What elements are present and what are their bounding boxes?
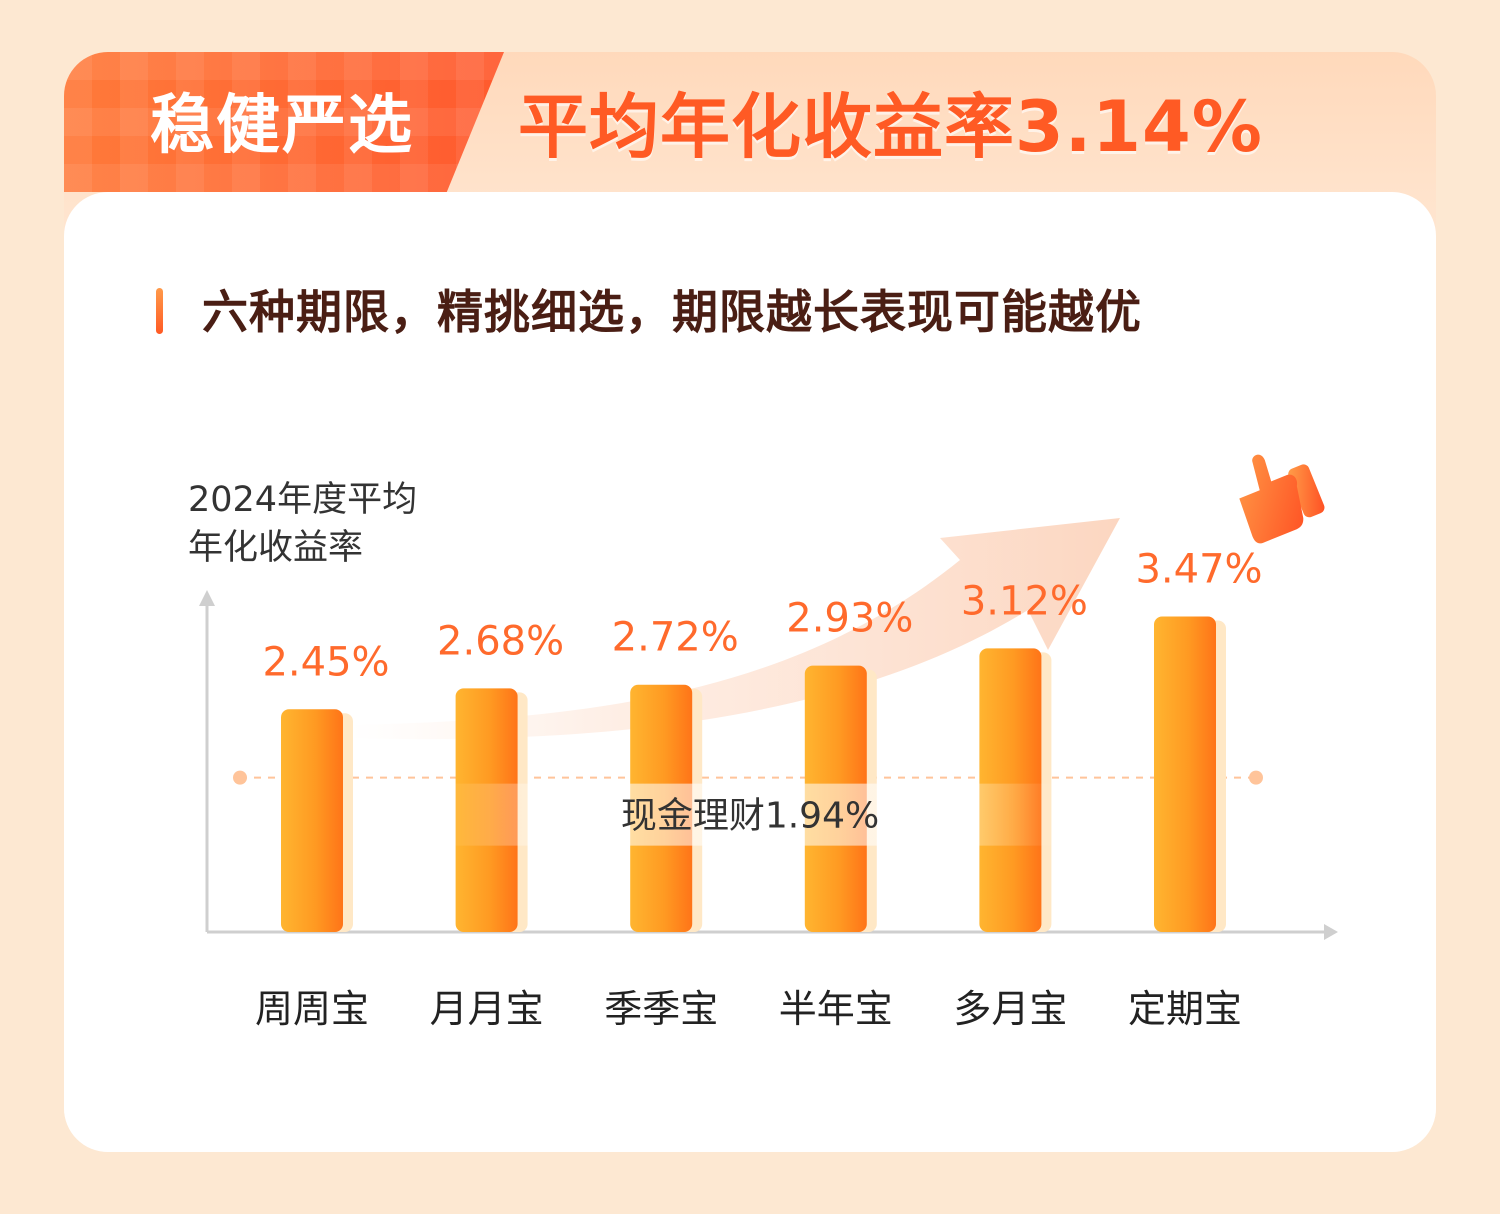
value-label: 2.72% [612,615,739,661]
category-label: 周周宝 [255,987,369,1031]
badge-label: 稳健严选 [150,89,414,163]
value-label: 3.12% [961,578,1088,624]
axes [205,604,1328,934]
category-labels: 周周宝 月月宝 季季宝 半年宝 多月宝 定期宝 [255,987,1242,1031]
bar [1154,616,1216,932]
subtitle-accent-bar [156,288,163,334]
bar [281,709,343,932]
value-label: 2.45% [262,639,389,685]
category-label: 月月宝 [430,987,544,1031]
badge-background [64,52,504,192]
bars [281,616,1226,932]
value-labels: 2.45% 2.68% 2.72% 2.93% 3.12% 3.47% [262,547,1262,686]
reference-line-label: 现金理财1.94% [621,796,879,837]
value-label: 2.68% [437,618,564,664]
value-label: 3.47% [1135,547,1262,593]
thumbs-up-icon [1239,454,1325,544]
y-axis-label-line-1: 2024年度平均 [188,480,418,520]
reference-line-group [233,770,1263,785]
category-label: 半年宝 [779,987,893,1031]
reference-line-end-dot [1249,770,1263,785]
trend-arrow-icon [350,518,1120,740]
category-label: 定期宝 [1128,987,1242,1031]
reference-line-start-dot [233,770,247,785]
y-axis-label: 2024年度平均 年化收益率 [188,476,417,572]
y-axis-label-line-2: 年化收益率 [188,528,364,568]
category-label: 季季宝 [604,987,718,1031]
subtitle: 六种期限，精挑细选，期限越长表现可能越优 [202,285,1142,339]
category-label: 多月宝 [953,987,1067,1031]
y-axis-arrow [199,590,215,606]
value-label: 2.93% [786,596,913,642]
reference-label-glow [440,783,1060,846]
x-axis-arrow [1324,924,1338,940]
headline: 平均年化收益率3.14% [518,86,1263,168]
